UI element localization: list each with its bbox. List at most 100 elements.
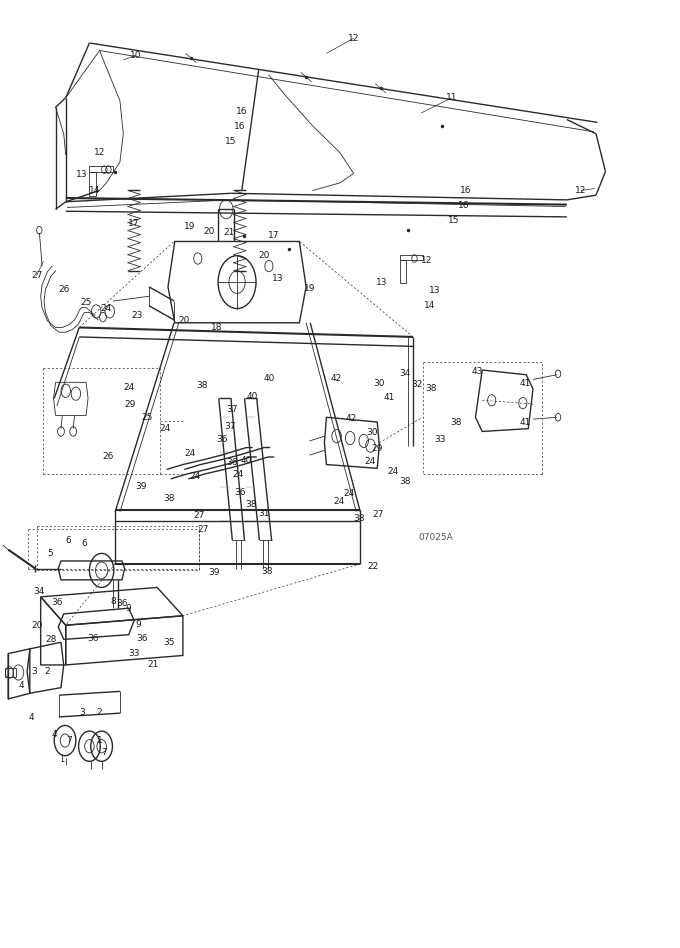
Text: 8: 8 [110, 597, 116, 606]
Text: 43: 43 [471, 368, 483, 376]
Text: 39: 39 [208, 568, 220, 576]
Text: 13: 13 [272, 274, 284, 283]
Text: 17: 17 [129, 219, 140, 228]
Text: 36: 36 [137, 634, 148, 643]
Text: 12: 12 [348, 34, 359, 43]
Text: 16: 16 [234, 121, 245, 131]
Text: 27: 27 [31, 271, 42, 280]
Text: 30: 30 [373, 379, 385, 388]
Text: 24: 24 [364, 457, 375, 466]
Text: 22: 22 [367, 562, 378, 571]
Text: 24: 24 [344, 489, 355, 499]
Text: 6: 6 [81, 539, 87, 549]
Text: 24: 24 [190, 472, 201, 482]
Text: 29: 29 [124, 400, 136, 410]
Text: 42: 42 [330, 374, 341, 383]
Text: 17: 17 [268, 231, 279, 240]
Text: 24: 24 [101, 304, 112, 313]
Text: 20: 20 [258, 251, 270, 260]
Text: 30: 30 [367, 428, 378, 437]
Text: 4: 4 [19, 682, 24, 690]
Text: 6: 6 [65, 536, 71, 545]
Text: 07025A: 07025A [418, 533, 453, 542]
Text: 34: 34 [33, 587, 44, 595]
Text: 38: 38 [164, 494, 175, 503]
Text: 2: 2 [45, 667, 50, 676]
Text: 41: 41 [520, 418, 531, 428]
Text: 24: 24 [184, 448, 195, 458]
Text: 38: 38 [261, 567, 273, 575]
Text: 40: 40 [247, 392, 258, 401]
Text: 16: 16 [236, 107, 248, 117]
Text: 27: 27 [372, 510, 384, 520]
Text: 29: 29 [371, 444, 383, 453]
Text: 2: 2 [96, 708, 102, 717]
Text: 33: 33 [129, 649, 140, 658]
Text: 24: 24 [387, 466, 398, 476]
Text: 24: 24 [160, 424, 171, 433]
Text: 24: 24 [123, 384, 135, 392]
Text: 7: 7 [101, 748, 107, 757]
Text: 18: 18 [211, 323, 222, 332]
Text: 20: 20 [203, 227, 214, 235]
Text: 4: 4 [52, 730, 57, 739]
Text: 24: 24 [333, 497, 344, 506]
Text: 38: 38 [353, 514, 364, 523]
Text: 12: 12 [575, 186, 587, 195]
Text: 13: 13 [376, 278, 388, 286]
Text: 42: 42 [346, 413, 357, 423]
Text: 14: 14 [89, 186, 101, 195]
Text: 38: 38 [451, 418, 462, 428]
Text: 5: 5 [48, 549, 53, 558]
Text: 15: 15 [224, 137, 236, 146]
Text: 36: 36 [234, 488, 245, 498]
Text: 27: 27 [197, 525, 209, 535]
Text: 1: 1 [97, 736, 103, 745]
Text: 20: 20 [31, 621, 42, 629]
Text: 12: 12 [421, 256, 432, 264]
Text: 36: 36 [116, 599, 128, 608]
Text: 35: 35 [164, 638, 175, 647]
Text: 36: 36 [87, 634, 99, 643]
Text: 26: 26 [103, 451, 114, 461]
Text: 31: 31 [258, 509, 270, 519]
Text: 10: 10 [130, 51, 141, 60]
Text: 32: 32 [411, 380, 423, 389]
Text: 38: 38 [245, 500, 256, 509]
Text: 36: 36 [226, 458, 237, 467]
Text: 13: 13 [75, 170, 87, 179]
Text: 14: 14 [424, 301, 436, 310]
Text: 40: 40 [264, 374, 275, 383]
Text: 24: 24 [232, 470, 243, 480]
Text: 20: 20 [179, 317, 190, 325]
Text: 37: 37 [226, 405, 237, 414]
Text: 9: 9 [126, 604, 132, 612]
Text: 12: 12 [94, 148, 105, 157]
Text: 3: 3 [80, 708, 86, 717]
Text: 25: 25 [80, 299, 92, 307]
Text: 4: 4 [29, 713, 34, 722]
Text: 23: 23 [131, 311, 143, 319]
Text: 41: 41 [520, 379, 531, 388]
Text: 21: 21 [223, 228, 235, 236]
Text: 38: 38 [196, 381, 207, 390]
Text: 33: 33 [435, 434, 446, 444]
Text: 34: 34 [399, 370, 411, 378]
Text: 38: 38 [425, 385, 437, 393]
Text: 36: 36 [51, 598, 63, 607]
Text: 28: 28 [46, 635, 57, 644]
Text: 16: 16 [458, 201, 469, 210]
Text: 21: 21 [148, 661, 158, 669]
Text: 11: 11 [446, 93, 458, 102]
Text: 7: 7 [66, 736, 72, 745]
Text: 9: 9 [135, 620, 141, 629]
Text: 25: 25 [141, 412, 153, 422]
Text: 3: 3 [31, 667, 37, 676]
Text: 19: 19 [184, 222, 195, 231]
Text: 38: 38 [399, 477, 411, 486]
Text: 13: 13 [429, 286, 441, 295]
Text: 36: 36 [216, 435, 228, 445]
Text: 40: 40 [241, 456, 252, 465]
Text: 37: 37 [224, 422, 235, 431]
Text: 15: 15 [448, 216, 460, 226]
